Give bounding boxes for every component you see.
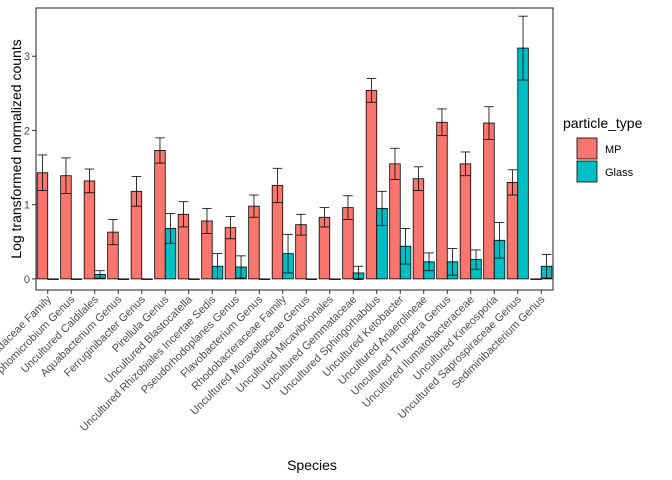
y-tick-label: 3 bbox=[24, 51, 30, 63]
bar-glass bbox=[47, 278, 59, 280]
bar-mp bbox=[412, 178, 425, 280]
bar-glass bbox=[517, 47, 529, 280]
y-tick-label: 1 bbox=[24, 200, 30, 212]
bar-glass bbox=[188, 278, 200, 280]
bar-mp bbox=[436, 121, 448, 280]
bar-mp bbox=[389, 163, 401, 280]
y-axis: 0 1 2 3 bbox=[24, 51, 36, 286]
bar-mp bbox=[83, 180, 96, 280]
plot-panel-border bbox=[35, 7, 554, 291]
x-axis-title: Species bbox=[287, 457, 337, 473]
y-axis-title: Log transformed normalized counts bbox=[8, 39, 24, 258]
errorbars-layer bbox=[37, 15, 552, 281]
bar-glass bbox=[70, 278, 83, 280]
y-tick-label: 0 bbox=[24, 274, 30, 286]
bar-glass bbox=[329, 278, 341, 280]
legend-title: particle_type bbox=[563, 115, 643, 131]
bar-mp bbox=[483, 122, 495, 280]
bars-layer bbox=[36, 47, 553, 280]
bar-mp bbox=[459, 163, 472, 280]
legend-key-mp bbox=[576, 137, 598, 160]
legend-label-glass: Glass bbox=[605, 167, 634, 179]
bar-glass bbox=[305, 278, 318, 280]
bar-mp bbox=[154, 150, 166, 280]
bar-mp bbox=[506, 181, 519, 280]
bar-glass bbox=[258, 278, 271, 280]
legend-label-mp: MP bbox=[605, 144, 622, 156]
bar-mp bbox=[530, 278, 542, 280]
legend: particle_type MP Glass bbox=[563, 115, 643, 183]
bar-glass bbox=[141, 278, 153, 280]
bar-glass bbox=[117, 278, 130, 280]
y-tick-label: 2 bbox=[24, 125, 30, 137]
bar-mp bbox=[365, 89, 378, 280]
legend-key-glass bbox=[576, 160, 598, 183]
